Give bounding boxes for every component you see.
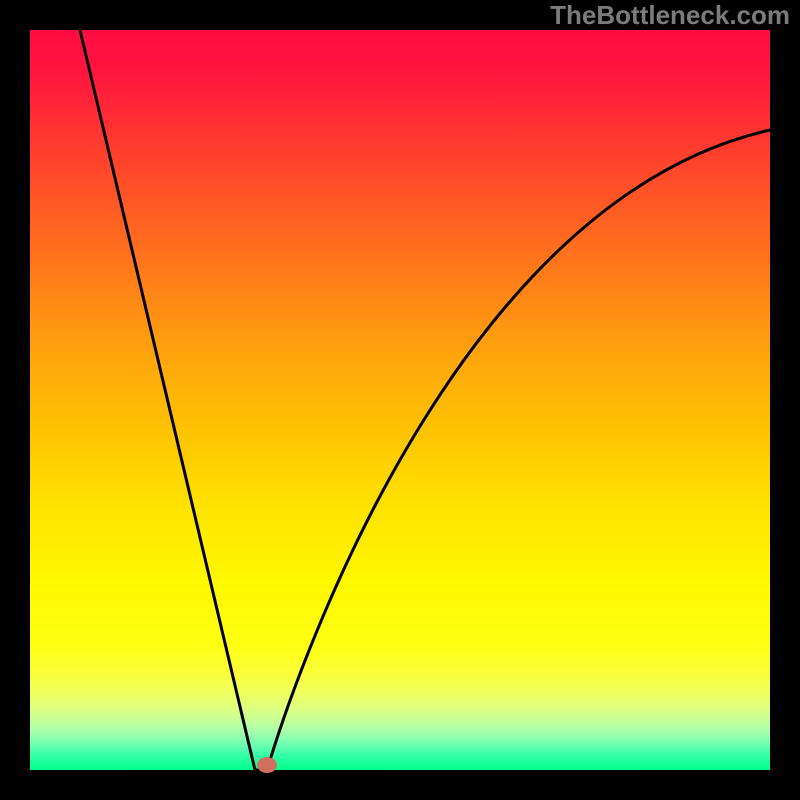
bottleneck-chart bbox=[0, 0, 800, 800]
watermark-label: TheBottleneck.com bbox=[550, 0, 790, 31]
optimum-marker bbox=[257, 757, 277, 773]
chart-stage: TheBottleneck.com bbox=[0, 0, 800, 800]
plot-area bbox=[30, 30, 770, 770]
